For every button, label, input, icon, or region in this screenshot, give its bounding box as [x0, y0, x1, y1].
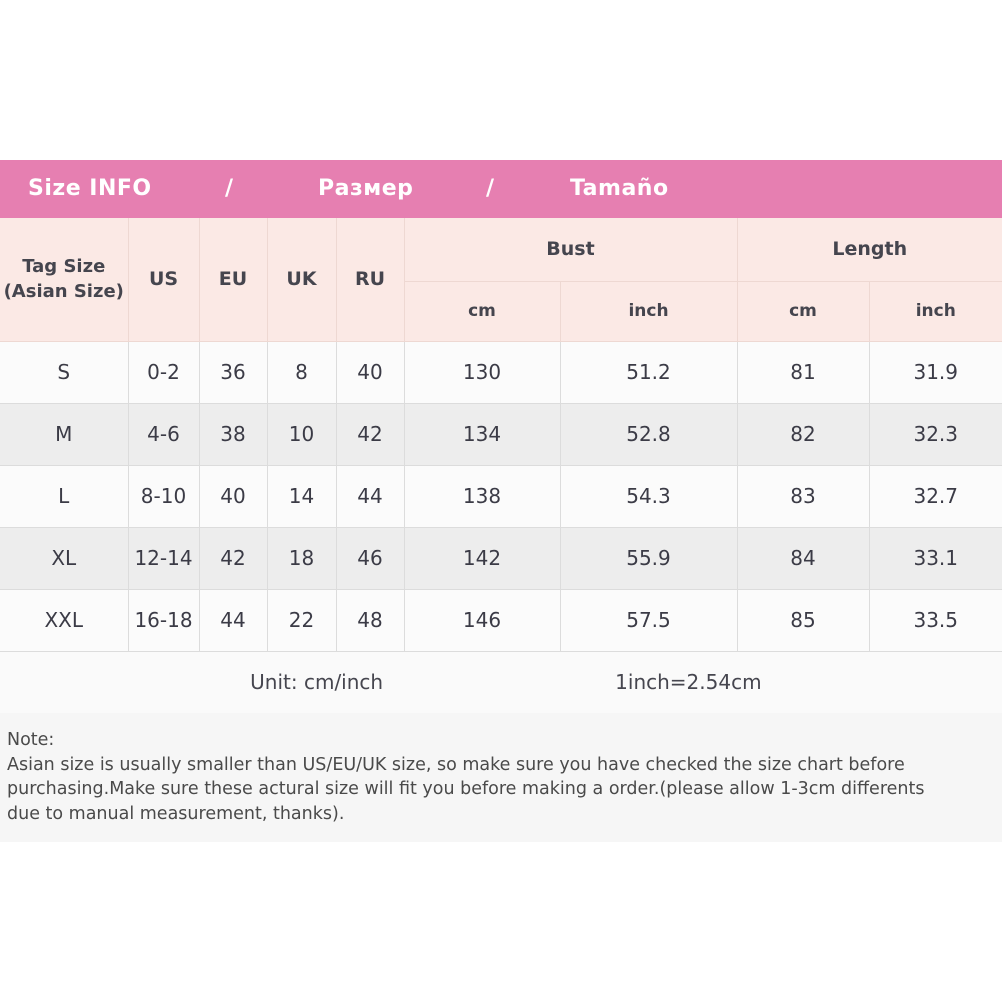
- cell-len-inch: 32.3: [868, 402, 1002, 466]
- banner-title-ru: Размер: [318, 176, 414, 201]
- size-info-banner: Size INFO / Размер / Tamaño: [0, 160, 1002, 218]
- col-header-bust: Bust: [403, 217, 738, 282]
- cell-eu: 40: [198, 464, 268, 528]
- cell-ru: 46: [335, 526, 405, 590]
- col-header-eu: EU: [198, 217, 268, 342]
- cell-ru: 44: [335, 464, 405, 528]
- cell-bust-inch: 51.2: [559, 340, 738, 404]
- note-line: purchasing.Make sure these actural size …: [7, 779, 925, 799]
- header-row-units: cm inch cm inch: [0, 280, 1002, 342]
- cell-us: 16-18: [127, 588, 200, 652]
- cell-uk: 10: [266, 402, 337, 466]
- cell-us: 12-14: [127, 526, 200, 590]
- size-row-s: S 0-2 36 8 40 130 51.2 81 31.9: [0, 340, 1002, 404]
- col-header-us: US: [127, 217, 200, 342]
- cell-len-inch: 33.1: [868, 526, 1002, 590]
- cell-len-cm: 81: [736, 340, 870, 404]
- unit-label: Unit: cm/inch: [250, 670, 384, 695]
- cell-bust-cm: 142: [403, 526, 561, 590]
- cell-ru: 48: [335, 588, 405, 652]
- col-header-length: Length: [736, 217, 1002, 282]
- tag-size-line2: (Asian Size): [3, 281, 124, 303]
- note-title: Note:: [7, 730, 55, 750]
- cell-len-cm: 85: [736, 588, 870, 652]
- cell-tag: S: [0, 340, 129, 404]
- cell-uk: 14: [266, 464, 337, 528]
- cell-bust-inch: 55.9: [559, 526, 738, 590]
- size-chart: Size INFO / Размер / Tamaño Tag Size (As…: [0, 160, 1002, 842]
- banner-separator: /: [225, 176, 234, 201]
- banner-title-es: Tamaño: [570, 176, 669, 201]
- col-header-bust-inch: inch: [559, 280, 738, 342]
- cell-uk: 22: [266, 588, 337, 652]
- size-table: Tag Size (Asian Size) US EU UK RU Bust L…: [0, 217, 1002, 714]
- cell-tag: L: [0, 464, 129, 528]
- col-header-uk: UK: [266, 217, 337, 342]
- cell-tag: XL: [0, 526, 129, 590]
- cell-eu: 44: [198, 588, 268, 652]
- conversion-label: 1inch=2.54cm: [615, 670, 762, 695]
- cell-bust-cm: 130: [403, 340, 561, 404]
- cell-tag: XXL: [0, 588, 129, 652]
- cell-len-inch: 32.7: [868, 464, 1002, 528]
- col-header-bust-cm: cm: [403, 280, 561, 342]
- cell-len-cm: 82: [736, 402, 870, 466]
- col-header-length-inch: inch: [868, 280, 1002, 342]
- col-header-length-cm: cm: [736, 280, 870, 342]
- cell-us: 8-10: [127, 464, 200, 528]
- cell-eu: 36: [198, 340, 268, 404]
- banner-separator: /: [486, 176, 495, 201]
- cell-len-inch: 31.9: [868, 340, 1002, 404]
- cell-bust-inch: 54.3: [559, 464, 738, 528]
- col-header-tag-size: Tag Size (Asian Size): [0, 217, 129, 342]
- cell-us: 4-6: [127, 402, 200, 466]
- note-line: due to manual measurement, thanks).: [7, 803, 345, 824]
- size-row-l: L 8-10 40 14 44 138 54.3 83 32.7: [0, 464, 1002, 528]
- cell-bust-inch: 57.5: [559, 588, 738, 652]
- cell-len-inch: 33.5: [868, 588, 1002, 652]
- cell-bust-cm: 134: [403, 402, 561, 466]
- size-row-xl: XL 12-14 42 18 46 142 55.9 84 33.1: [0, 526, 1002, 590]
- cell-us: 0-2: [127, 340, 200, 404]
- cell-ru: 40: [335, 340, 405, 404]
- cell-bust-cm: 146: [403, 588, 561, 652]
- cell-bust-inch: 52.8: [559, 402, 738, 466]
- note-section: Note: Asian size is usually smaller than…: [0, 713, 1002, 842]
- cell-tag: M: [0, 402, 129, 466]
- header-row-main: Tag Size (Asian Size) US EU UK RU Bust L…: [0, 217, 1002, 342]
- cell-len-cm: 84: [736, 526, 870, 590]
- unit-row-cell: Unit: cm/inch 1inch=2.54cm: [0, 650, 1002, 714]
- cell-len-cm: 83: [736, 464, 870, 528]
- cell-bust-cm: 138: [403, 464, 561, 528]
- size-row-xxl: XXL 16-18 44 22 48 146 57.5 85 33.5: [0, 588, 1002, 652]
- unit-row: Unit: cm/inch 1inch=2.54cm: [0, 650, 1002, 714]
- cell-uk: 18: [266, 526, 337, 590]
- cell-ru: 42: [335, 402, 405, 466]
- cell-eu: 42: [198, 526, 268, 590]
- banner-title-en: Size INFO: [28, 176, 152, 201]
- cell-eu: 38: [198, 402, 268, 466]
- note-line: Asian size is usually smaller than US/EU…: [7, 754, 905, 775]
- cell-uk: 8: [266, 340, 337, 404]
- size-row-m: M 4-6 38 10 42 134 52.8 82 32.3: [0, 402, 1002, 466]
- tag-size-line1: Tag Size: [22, 256, 106, 278]
- col-header-ru: RU: [335, 217, 405, 342]
